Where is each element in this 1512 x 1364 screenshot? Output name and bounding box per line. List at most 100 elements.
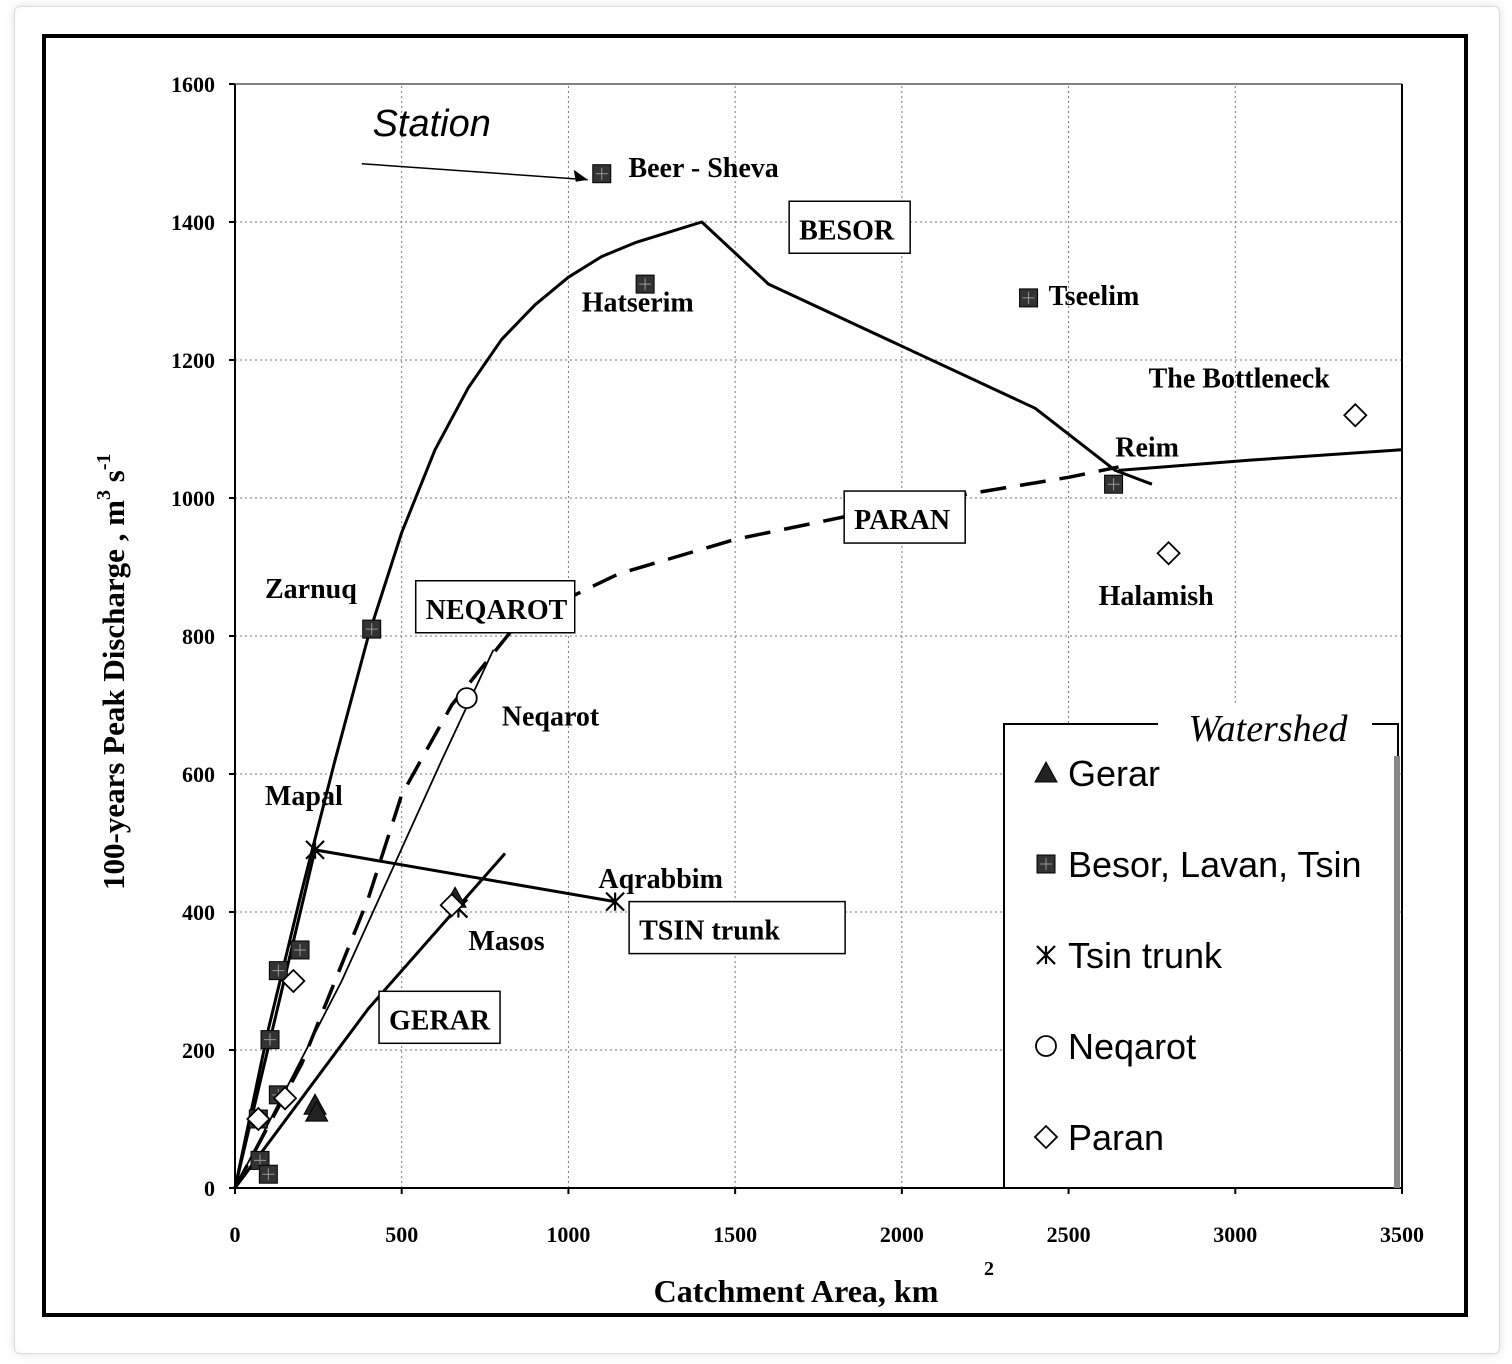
point-paran [281,968,306,994]
point-besor-lavan-tsin [362,619,382,639]
y-tick-label: 1000 [171,486,215,511]
boxed-label-tsin-trunk-text: TSIN trunk [639,916,780,947]
x-tick-label: 1500 [713,1222,757,1247]
point-besor-lavan-tsin-hatch [595,167,608,180]
label-neqarot: Neqarot [502,702,600,733]
point-paran [439,892,465,918]
y-axis-title: 100-years Peak Discharge , m3 s-1 [93,454,131,891]
boxed-label-neqarot-box [414,580,576,634]
curve-reim-line [1118,448,1403,472]
legend-items: Gerar Besor, Lavan, Tsin Tsin trunk Neqarot… [1033,753,1362,1158]
point-besor-lavan-tsin [268,961,288,981]
point-besor-lavan-tsin-hatch [272,964,285,977]
point-besor-lavan-tsin-hatch [1107,478,1120,491]
y-tick-label: 0 [204,1176,215,1201]
label-beer-sheva: Beer - Sheva [628,153,778,184]
boxed-label-gerar-box [378,990,501,1045]
legend-item-gerar-label: Gerar [1068,753,1160,794]
y-tick-label: 1200 [171,348,215,373]
legend-title-backdrop [1158,704,1372,748]
x-tick-label: 2500 [1047,1222,1091,1247]
y-tick-label: 200 [182,1038,215,1063]
x-tick-label: 500 [385,1222,418,1247]
legend-box [1003,723,1399,1189]
boxed-label-tsin-trunk: TSIN trunk [628,900,846,955]
point-besor-lavan-tsin-hatch [264,1033,277,1046]
y-tick-label: 800 [182,624,215,649]
legend-item-gerar: Gerar [1034,753,1160,794]
annotations: Station Beer - Sheva Hatserim Tseelim The Bo… [265,103,1331,1045]
boxed-label-paran-box [843,490,966,544]
legend-item-tsin-trunk: Tsin trunk [1036,935,1223,976]
point-besor-lavan-tsin-hatch [262,1168,275,1181]
point-besor-lavan-tsin-hatch [365,623,378,636]
data-points [246,164,1368,1184]
x-tick-label: 2000 [880,1222,924,1247]
boxed-label-tsin-trunk-box [628,900,846,955]
x-axis-title-superscript: 2 [984,1258,994,1280]
legend-item-paran-label: Paran [1068,1117,1164,1158]
y-tick-label: 1600 [171,72,215,97]
station-pointer-head [573,169,588,182]
station-pointer [361,163,588,181]
boxed-label-besor: BESOR [788,200,911,254]
point-besor-lavan-tsin [1019,288,1039,308]
point-gerar [304,1100,329,1122]
curve-paran [233,465,1119,1189]
point-besor-lavan-tsin [258,1164,278,1184]
boxed-label-besor-text: BESOR [799,215,895,246]
boxed-label-paran: PARAN [843,490,966,544]
legend-item-gerar-marker [1034,760,1058,783]
point-paran [272,1086,298,1111]
label-zarnuq: Zarnuq [265,574,357,605]
point-besor-lavan-tsin-hatch [294,943,307,956]
legend-item-paran: Paran [1033,1117,1164,1158]
x-tick-label: 3500 [1380,1222,1424,1247]
label-halamish: Halamish [1099,581,1215,612]
point-besor-lavan-tsin-hatch [254,1154,267,1167]
point-paran [1156,540,1181,566]
label-aqrabbim: Aqrabbim [598,864,722,895]
point-tsin-trunk [305,840,325,860]
svg-text:100-years Peak Discharge , m3: 100-years Peak Discharge , m3 s-1 [93,454,131,891]
label-reim: Reim [1115,433,1179,464]
point-paran [1343,402,1368,428]
curve-tsin-trunk [314,848,616,904]
label-the-bottleneck: The Bottleneck [1149,364,1331,395]
x-axis-title: Catchment Area, km [654,1273,939,1309]
label-mapal: Mapal [265,781,343,812]
legend-item-neqarot-label: Neqarot [1068,1026,1196,1067]
y-tick-label: 1400 [171,210,215,235]
boxed-label-neqarot: NEQAROT [414,580,576,634]
boxed-label-gerar: GERAR [378,990,501,1045]
curve-mapal-steep [233,849,317,1189]
x-tick-label: 1000 [546,1222,590,1247]
label-tseelim: Tseelim [1049,281,1140,312]
boxed-label-gerar-text: GERAR [389,1005,491,1036]
figure-shadow [14,6,1500,1354]
legend-item-besor-lavan-tsin-marker-hatch [1040,858,1052,870]
point-neqarot [455,687,478,709]
point-besor-lavan-tsin-hatch [639,278,652,291]
x-tick-label: 0 [230,1222,241,1247]
boxed-label-paran-text: PARAN [854,505,950,536]
point-besor-lavan-tsin [592,164,612,184]
curve-besor [233,220,1153,1189]
legend-title: Watershed [1188,708,1348,750]
point-besor-lavan-tsin [1104,474,1124,494]
legend-item-besor-lavan-tsin: Besor, Lavan, Tsin [1036,844,1362,885]
boxed-label-neqarot-text: NEQAROT [426,595,568,626]
point-besor-lavan-tsin [260,1030,280,1050]
boxed-label-besor-box [788,200,911,254]
y-tick-label: 400 [182,900,215,925]
label-station: Station [373,103,491,145]
legend-item-neqarot-marker [1035,1035,1057,1057]
legend-item-besor-lavan-tsin-label: Besor, Lavan, Tsin [1068,844,1362,885]
curve-neqarot [234,649,495,1189]
legend-item-besor-lavan-tsin-marker [1036,854,1056,874]
legend-item-tsin-trunk-label: Tsin trunk [1068,935,1223,976]
legend-item-paran-marker [1033,1124,1059,1150]
x-tick-label: 3000 [1213,1222,1257,1247]
y-tick-label: 600 [182,762,215,787]
point-paran [246,1106,271,1132]
